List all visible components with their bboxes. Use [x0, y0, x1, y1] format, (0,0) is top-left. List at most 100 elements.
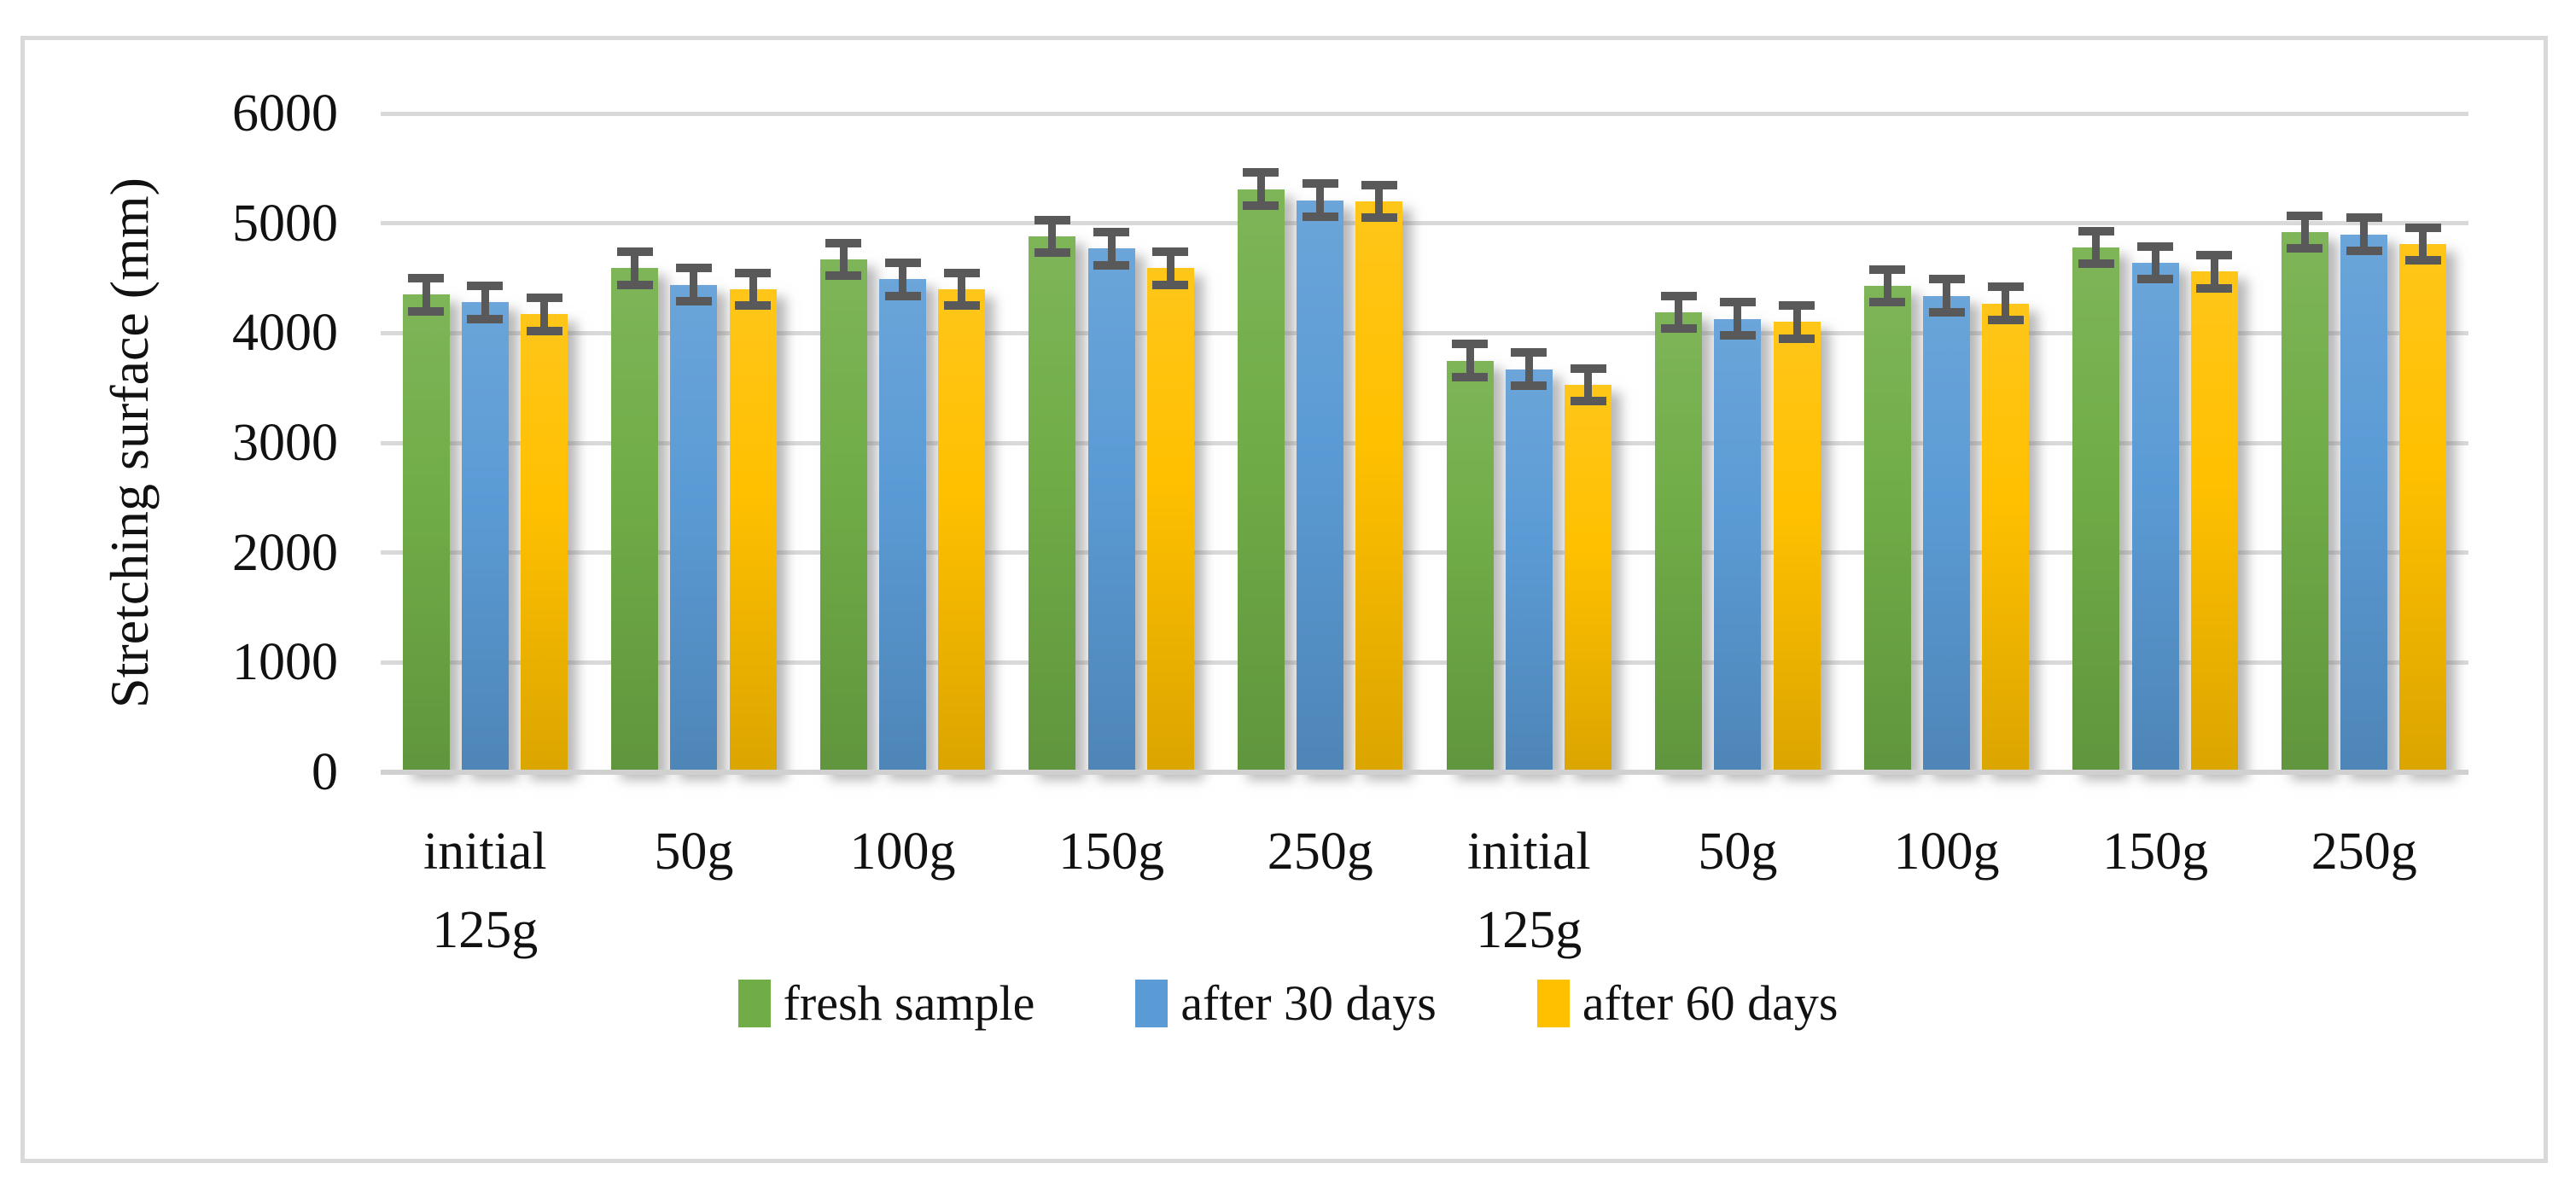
error-bar-whisker [899, 262, 906, 296]
bar-after-30-days [879, 279, 926, 772]
error-bar-cap-top [2196, 250, 2233, 259]
error-bar-cap-bottom [2404, 256, 2441, 265]
error-bar-cap-top [675, 264, 712, 273]
error-bar-cap-top [1452, 340, 1489, 349]
legend-label: fresh sample [783, 975, 1035, 1031]
error-bar-cap-top [1511, 348, 1547, 358]
error-bar-cap-bottom [1660, 324, 1697, 334]
error-bar-cap-bottom [467, 314, 504, 323]
error-bar-cap-top [1660, 291, 1697, 300]
bar-after-60-days [1565, 384, 1612, 772]
error-bar-cap-top [1361, 180, 1397, 189]
bar-after-60-days [729, 288, 777, 772]
error-bar-whisker [2092, 230, 2101, 265]
error-bar-cap-bottom [2287, 244, 2323, 253]
legend-swatch-fresh-sample [737, 980, 771, 1027]
error-bar-whisker [690, 268, 698, 301]
error-bar-cap-bottom [2196, 283, 2233, 293]
bar-fresh-sample [611, 268, 659, 772]
legend-swatch-after-60-days [1536, 980, 1570, 1027]
error-bar-whisker [2151, 246, 2159, 280]
error-bar-cap-bottom [1570, 397, 1606, 406]
legend-swatch-after-30-days [1135, 980, 1169, 1027]
x-category-label: 100g [1893, 823, 2000, 881]
error-bar-cap-top [2404, 223, 2441, 232]
bar-fresh-sample [1029, 236, 1076, 772]
error-bar-cap-top [735, 268, 772, 277]
x-category-label: 150g [2102, 823, 2209, 881]
gridline [381, 550, 2468, 555]
error-bar-cap-top [408, 274, 445, 282]
error-bar-whisker [481, 286, 489, 319]
error-bar-cap-top [2137, 241, 2174, 251]
error-bar-cap-top [1987, 282, 2024, 292]
y-tick-label: 0 [312, 743, 338, 801]
error-bar-whisker [1048, 219, 1057, 253]
error-bar-whisker [1466, 344, 1474, 377]
error-bar-cap-bottom [1511, 381, 1547, 391]
bar-after-30-days [2340, 234, 2388, 772]
y-tick-label: 2000 [232, 523, 338, 582]
error-bar-whisker [1883, 269, 1891, 303]
error-bar-cap-bottom [943, 301, 980, 311]
x-category-label: 250g [2311, 823, 2417, 881]
bar-after-30-days [1297, 200, 1344, 772]
error-bar-cap-top [467, 282, 504, 290]
error-bar-whisker [1316, 183, 1325, 217]
error-bar-whisker [2002, 287, 2010, 320]
error-bar-cap-bottom [1719, 330, 1756, 340]
error-bar-whisker [958, 272, 966, 306]
x-axis-line [381, 770, 2468, 775]
legend-item-after-30-days: after 30 days [1135, 974, 1437, 1033]
error-bar-whisker [2210, 254, 2218, 288]
legend-label: after 60 days [1582, 975, 1839, 1031]
x-category-label: initial 125g [1466, 823, 1591, 959]
bar-after-60-days [938, 288, 986, 772]
bar-after-30-days [2131, 262, 2179, 772]
gridline [381, 111, 2468, 116]
error-bar-cap-bottom [1928, 307, 1965, 317]
x-category-label: 250g [1267, 823, 1373, 881]
x-category-label: 50g [654, 823, 734, 881]
error-bar-whisker [1734, 302, 1742, 335]
error-bar-cap-top [2287, 211, 2323, 220]
error-bar-cap-bottom [825, 271, 862, 281]
error-bar-cap-top [1570, 364, 1606, 373]
error-bar-whisker [540, 298, 549, 331]
error-bar-cap-top [1093, 227, 1130, 236]
error-bar-cap-top [825, 238, 862, 247]
error-bar-cap-bottom [1452, 372, 1489, 381]
error-bar-cap-bottom [1243, 201, 1279, 211]
x-category-label: 100g [849, 823, 956, 881]
error-bar-cap-bottom [408, 306, 445, 316]
error-bar-whisker [839, 242, 848, 276]
error-bar-cap-top [616, 247, 653, 257]
error-bar-cap-top [2346, 213, 2382, 223]
bar-after-60-days [2399, 244, 2447, 772]
error-bar-whisker [2360, 218, 2369, 251]
error-bar-whisker [2419, 227, 2427, 261]
legend: fresh sample after 30 days after 60 days [0, 968, 2576, 1039]
legend-item-fresh-sample: fresh sample [737, 974, 1035, 1033]
error-bar-cap-bottom [1093, 260, 1130, 270]
gridline [381, 660, 2468, 665]
error-bar-cap-bottom [1869, 298, 1906, 307]
error-bar-cap-top [1302, 179, 1338, 189]
x-category-label: initial 125g [423, 823, 547, 959]
bar-after-30-days [1714, 318, 1762, 772]
bar-after-60-days [2190, 271, 2238, 772]
bar-fresh-sample [402, 294, 450, 772]
error-bar-whisker [2300, 215, 2309, 249]
bar-after-60-days [1355, 201, 1403, 772]
error-bar-whisker [1107, 231, 1116, 265]
bar-fresh-sample [2281, 231, 2328, 772]
bar-fresh-sample [819, 259, 867, 772]
y-tick-label: 4000 [232, 304, 338, 363]
bar-after-60-days [1982, 303, 2030, 772]
error-bar-whisker [1792, 305, 1801, 339]
legend-item-after-60-days: after 60 days [1536, 974, 1839, 1033]
error-bar-cap-top [1719, 298, 1756, 307]
bar-after-30-days [670, 284, 718, 772]
error-bar-whisker [1256, 172, 1265, 206]
bar-after-30-days [461, 302, 509, 772]
